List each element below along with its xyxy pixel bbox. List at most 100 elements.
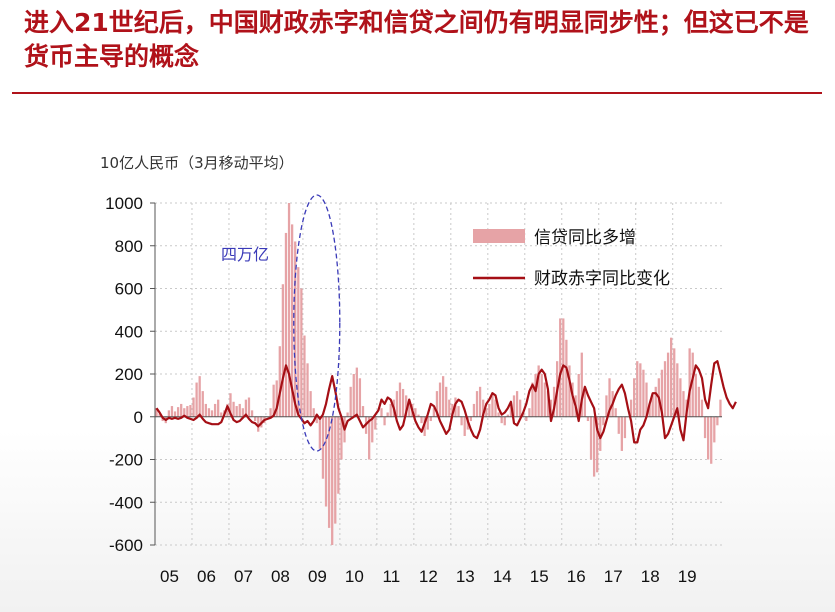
credit-bar — [673, 348, 676, 417]
credit-bar — [660, 369, 664, 417]
x-tick-label: 15 — [530, 567, 549, 586]
credit-bar — [636, 361, 639, 417]
credit-bar — [315, 416, 318, 424]
credit-bar — [368, 416, 371, 460]
credit-bar — [713, 416, 716, 443]
credit-bar — [183, 408, 186, 417]
credit-bar — [694, 374, 697, 417]
deficit-line-group — [155, 360, 737, 444]
credit-bar — [639, 363, 642, 417]
credit-bar — [463, 416, 466, 436]
x-tick-label: 19 — [678, 567, 697, 586]
legend-label-line: 财政赤字同比变化 — [534, 269, 670, 289]
credit-bar — [226, 403, 229, 417]
credit-bar — [676, 363, 679, 417]
y-tick-label: 200 — [115, 365, 143, 384]
credit-bar — [482, 399, 485, 417]
credit-bar — [448, 399, 451, 417]
credit-bar — [414, 408, 417, 417]
credit-bar — [358, 378, 362, 417]
credit-bar — [186, 406, 189, 417]
credit-bar — [281, 284, 285, 417]
credit-bar — [198, 376, 201, 417]
credit-bar — [192, 397, 195, 417]
x-tick-label: 08 — [271, 567, 290, 586]
credit-bar — [155, 408, 158, 417]
y-tick-label: 0 — [134, 408, 143, 427]
credit-bar — [386, 412, 389, 417]
credit-bar — [651, 395, 654, 417]
credit-bar — [346, 412, 349, 417]
credit-bar — [290, 224, 294, 417]
x-tick-label: 05 — [160, 567, 179, 586]
credit-bar — [284, 232, 288, 417]
credit-bar — [195, 382, 198, 417]
deficit-line — [155, 360, 737, 444]
y-tick-label: 400 — [115, 322, 143, 341]
credit-bar — [438, 382, 442, 417]
credit-bar — [534, 374, 537, 417]
x-tick-label: 06 — [197, 567, 216, 586]
credit-bar — [441, 376, 445, 417]
credit-bar — [469, 416, 472, 422]
chart-grid — [154, 202, 722, 546]
x-tick-label: 09 — [308, 567, 327, 586]
credit-bar — [445, 386, 448, 417]
credit-bar — [429, 416, 432, 422]
x-tick-label: 07 — [234, 567, 253, 586]
credit-bar — [691, 352, 694, 417]
annotation-label: 四万亿 — [221, 245, 269, 264]
credit-bar — [602, 416, 605, 426]
credit-bar — [679, 378, 682, 417]
credit-bar — [349, 386, 352, 417]
credit-bar — [318, 416, 322, 449]
credit-bar — [710, 416, 713, 464]
credit-bar — [170, 406, 174, 417]
credit-bar — [472, 403, 476, 417]
credit-bar — [688, 348, 691, 417]
y-tick-label: 1000 — [105, 194, 143, 213]
credit-bar — [250, 410, 254, 417]
credit-bar — [401, 388, 405, 417]
credit-bar — [331, 416, 334, 545]
credit-bar — [478, 386, 482, 417]
y-tick-label: -200 — [109, 451, 143, 470]
credit-bar — [528, 408, 531, 417]
credit-bar — [300, 288, 303, 417]
credit-bar — [460, 416, 463, 426]
credit-bar — [703, 416, 707, 439]
credit-bar — [519, 399, 522, 417]
credit-bar — [546, 391, 550, 417]
credit-bar — [176, 407, 180, 417]
y-tick-label: -600 — [109, 536, 143, 555]
credit-bar — [408, 399, 411, 417]
credit-bar — [697, 386, 701, 417]
credit-bar — [700, 399, 704, 417]
credit-bar — [608, 378, 611, 417]
credit-bar — [540, 374, 543, 417]
credit-bar — [706, 416, 710, 460]
tick-labels: -600 -400 -200 0 200 400 600 800 1000 05 06 07 08 09 1… — [105, 194, 696, 586]
credit-bar — [623, 416, 627, 439]
credit-bar — [617, 416, 620, 434]
credit-bar — [167, 410, 171, 417]
y-tick-label: 600 — [115, 280, 143, 299]
credit-bar — [303, 335, 306, 417]
credit-bar — [719, 399, 722, 417]
credit-bar — [361, 406, 365, 417]
credit-bar — [620, 416, 623, 451]
credit-bar — [648, 403, 651, 417]
credit-bar — [426, 416, 429, 430]
credit-bar — [605, 395, 608, 417]
credit-bar — [334, 416, 337, 524]
credit-bar — [645, 382, 648, 417]
credit-bar — [204, 403, 207, 417]
legend-label-bars: 信贷同比多增 — [534, 228, 636, 248]
x-tick-label: 11 — [383, 567, 401, 586]
credit-bar — [173, 411, 177, 417]
credit-bar — [488, 403, 491, 417]
credit-bar — [207, 408, 211, 417]
credit-bar — [229, 393, 232, 417]
credit-bar — [374, 416, 377, 430]
